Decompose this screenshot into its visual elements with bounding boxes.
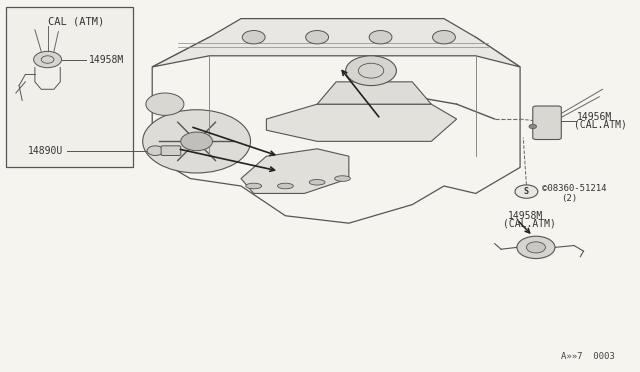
Text: CAL (ATM): CAL (ATM) (48, 17, 104, 27)
Circle shape (527, 242, 545, 253)
FancyBboxPatch shape (161, 146, 180, 155)
Circle shape (517, 236, 555, 259)
Text: 14958M: 14958M (89, 55, 124, 64)
Text: A»»7  0003: A»»7 0003 (561, 352, 615, 361)
FancyBboxPatch shape (6, 7, 133, 167)
Circle shape (146, 93, 184, 115)
Circle shape (529, 124, 536, 129)
Ellipse shape (309, 180, 325, 185)
Circle shape (306, 31, 328, 44)
Text: 14956M: 14956M (577, 112, 612, 122)
Text: ©08360-51214: ©08360-51214 (542, 184, 607, 193)
Circle shape (180, 132, 212, 151)
Ellipse shape (246, 183, 262, 189)
Text: (2): (2) (561, 194, 577, 203)
Circle shape (515, 185, 538, 198)
Polygon shape (152, 19, 520, 67)
Circle shape (433, 31, 456, 44)
Circle shape (143, 110, 250, 173)
FancyBboxPatch shape (532, 106, 561, 140)
Circle shape (147, 146, 164, 155)
Text: (CAL.ATM): (CAL.ATM) (503, 218, 556, 228)
Polygon shape (317, 82, 431, 104)
Polygon shape (241, 149, 349, 193)
Text: 14958M: 14958M (508, 211, 543, 221)
Circle shape (34, 51, 61, 68)
Text: (CAL.ATM): (CAL.ATM) (574, 120, 627, 129)
Circle shape (346, 56, 396, 86)
Ellipse shape (278, 183, 293, 189)
Circle shape (243, 31, 265, 44)
Polygon shape (266, 104, 457, 141)
Circle shape (369, 31, 392, 44)
Text: 14890U: 14890U (28, 146, 63, 155)
Text: S: S (524, 187, 529, 196)
Ellipse shape (335, 176, 351, 182)
